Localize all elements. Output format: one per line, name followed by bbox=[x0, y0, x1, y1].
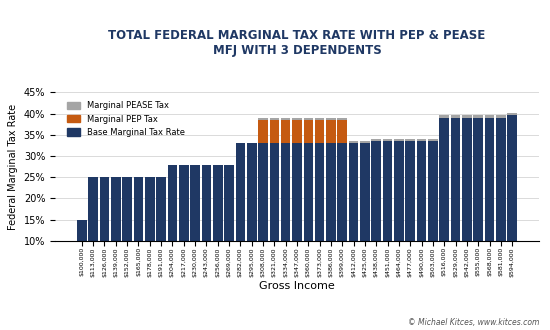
Bar bbox=[292, 143, 302, 241]
Bar bbox=[474, 115, 483, 118]
Bar bbox=[281, 143, 290, 241]
Bar bbox=[100, 177, 109, 241]
Bar bbox=[111, 177, 120, 241]
Bar bbox=[315, 143, 324, 241]
Y-axis label: Federal Marginal Tax Rate: Federal Marginal Tax Rate bbox=[8, 104, 18, 230]
Bar bbox=[224, 165, 234, 241]
Bar bbox=[496, 115, 505, 118]
Bar bbox=[122, 177, 132, 241]
Bar bbox=[394, 139, 404, 141]
Bar bbox=[258, 120, 268, 143]
Bar bbox=[145, 177, 155, 241]
Bar bbox=[439, 115, 449, 118]
Bar bbox=[258, 143, 268, 241]
Bar bbox=[326, 143, 336, 241]
Bar bbox=[315, 118, 324, 120]
Bar bbox=[383, 141, 392, 241]
Bar bbox=[304, 120, 313, 143]
Bar bbox=[77, 220, 87, 241]
Bar bbox=[326, 118, 336, 120]
Bar bbox=[292, 120, 302, 143]
Bar bbox=[315, 120, 324, 143]
Bar bbox=[451, 118, 460, 241]
Bar bbox=[235, 143, 245, 241]
Bar bbox=[134, 177, 143, 241]
Bar bbox=[360, 143, 370, 241]
Bar bbox=[371, 139, 381, 141]
Bar bbox=[360, 141, 370, 143]
Text: TOTAL FEDERAL MARGINAL TAX RATE WITH PEP & PEASE
MFJ WITH 3 DEPENDENTS: TOTAL FEDERAL MARGINAL TAX RATE WITH PEP… bbox=[86, 31, 464, 58]
Text: © Michael Kitces, www.kitces.com: © Michael Kitces, www.kitces.com bbox=[408, 318, 539, 327]
Bar bbox=[428, 141, 438, 241]
Bar bbox=[507, 115, 517, 241]
Bar bbox=[485, 118, 494, 241]
Bar bbox=[451, 115, 460, 118]
Bar bbox=[292, 118, 302, 120]
Bar bbox=[156, 177, 166, 241]
Bar bbox=[338, 143, 347, 241]
Bar bbox=[270, 143, 279, 241]
Text: TOTAL FEDERAL MARGINAL TAX RATE WITH PEP & PEASE
MFJ WITH 3 DEPENDENTS: TOTAL FEDERAL MARGINAL TAX RATE WITH PEP… bbox=[108, 29, 486, 57]
Bar bbox=[338, 118, 347, 120]
Bar bbox=[304, 143, 313, 241]
Bar bbox=[326, 120, 336, 143]
Bar bbox=[213, 165, 223, 241]
Bar bbox=[439, 118, 449, 241]
Bar bbox=[304, 118, 313, 120]
Bar bbox=[258, 118, 268, 120]
Bar bbox=[270, 120, 279, 143]
Bar bbox=[168, 165, 177, 241]
Bar bbox=[270, 118, 279, 120]
Bar bbox=[281, 120, 290, 143]
Bar bbox=[371, 141, 381, 241]
Bar bbox=[507, 113, 517, 115]
X-axis label: Gross Income: Gross Income bbox=[259, 281, 335, 291]
Bar bbox=[247, 143, 256, 241]
Legend: Marginal PEASE Tax, Marginal PEP Tax, Base Marginal Tax Rate: Marginal PEASE Tax, Marginal PEP Tax, Ba… bbox=[64, 98, 188, 140]
Bar bbox=[485, 115, 494, 118]
Bar bbox=[496, 118, 505, 241]
Bar bbox=[281, 118, 290, 120]
Bar bbox=[89, 177, 98, 241]
Bar bbox=[202, 165, 211, 241]
Bar bbox=[383, 139, 392, 141]
Bar bbox=[405, 139, 415, 141]
Bar bbox=[394, 141, 404, 241]
Bar bbox=[338, 120, 347, 143]
Bar bbox=[417, 141, 426, 241]
Bar bbox=[462, 118, 472, 241]
Bar bbox=[190, 165, 200, 241]
Bar bbox=[428, 139, 438, 141]
Bar bbox=[179, 165, 189, 241]
Bar bbox=[474, 118, 483, 241]
Bar bbox=[405, 141, 415, 241]
Bar bbox=[417, 139, 426, 141]
Bar bbox=[349, 143, 359, 241]
Bar bbox=[462, 115, 472, 118]
Bar bbox=[349, 141, 359, 143]
